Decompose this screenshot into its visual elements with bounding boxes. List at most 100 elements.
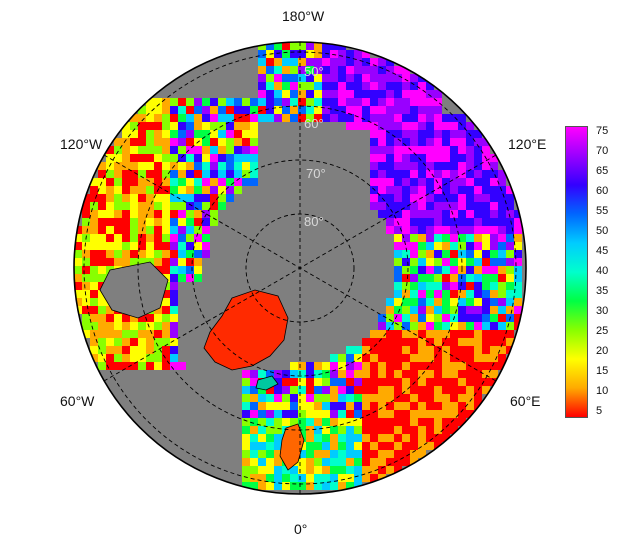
data-cell: [322, 66, 330, 74]
data-cell: [506, 210, 514, 218]
data-cell: [458, 386, 466, 394]
data-cell: [130, 138, 138, 146]
data-cell: [186, 162, 194, 170]
data-cell: [266, 402, 274, 410]
data-cell: [114, 170, 122, 178]
data-cell: [386, 418, 394, 426]
data-cell: [298, 66, 306, 74]
data-cell: [458, 330, 466, 338]
data-cell: [354, 426, 362, 434]
data-cell: [474, 290, 482, 298]
data-cell: [410, 74, 418, 82]
data-cell: [130, 114, 138, 122]
data-cell: [394, 242, 402, 250]
data-cell: [122, 250, 130, 258]
data-cell: [474, 226, 482, 234]
data-cell: [250, 426, 258, 434]
data-cell: [458, 162, 466, 170]
data-cell: [426, 402, 434, 410]
data-cell: [282, 58, 290, 66]
data-cell: [330, 434, 338, 442]
data-cell: [378, 210, 386, 218]
data-cell: [114, 234, 122, 242]
data-cell: [82, 314, 90, 322]
hudson-bay: [99, 261, 169, 319]
data-cell: [194, 178, 202, 186]
data-cell: [418, 186, 426, 194]
data-cell: [130, 250, 138, 258]
data-cell: [378, 66, 386, 74]
data-cell: [194, 258, 202, 266]
data-cell: [162, 146, 170, 154]
data-cell: [218, 106, 226, 114]
data-cell: [138, 154, 146, 162]
data-cell: [434, 106, 442, 114]
data-cell: [122, 122, 130, 130]
data-cell: [138, 258, 146, 266]
data-cell: [450, 122, 458, 130]
data-cell: [442, 314, 450, 322]
data-cell: [474, 146, 482, 154]
data-cell: [418, 146, 426, 154]
data-cell: [370, 466, 378, 474]
data-cell: [162, 346, 170, 354]
data-cell: [154, 346, 162, 354]
data-cell: [290, 410, 298, 418]
data-cell: [138, 130, 146, 138]
data-cell: [154, 194, 162, 202]
data-cell: [98, 362, 106, 370]
data-cell: [426, 114, 434, 122]
data-cell: [490, 330, 498, 338]
data-cell: [490, 290, 498, 298]
data-cell: [122, 130, 130, 138]
data-cell: [458, 290, 466, 298]
data-cell: [234, 130, 242, 138]
data-cell: [434, 218, 442, 226]
data-cell: [490, 226, 498, 234]
data-cell: [466, 178, 474, 186]
data-cell: [162, 178, 170, 186]
data-cell: [346, 426, 354, 434]
data-cell: [354, 98, 362, 106]
data-cell: [490, 338, 498, 346]
data-cell: [90, 250, 98, 258]
data-cell: [514, 218, 522, 226]
data-cell: [290, 74, 298, 82]
data-cell: [450, 146, 458, 154]
data-cell: [498, 258, 506, 266]
data-cell: [458, 354, 466, 362]
data-cell: [362, 394, 370, 402]
data-cell: [98, 250, 106, 258]
data-cell: [290, 362, 298, 370]
data-cell: [402, 258, 410, 266]
data-cell: [450, 250, 458, 258]
data-cell: [386, 114, 394, 122]
data-cell: [410, 338, 418, 346]
data-cell: [306, 42, 314, 50]
data-cell: [330, 378, 338, 386]
data-cell: [458, 194, 466, 202]
data-cell: [450, 378, 458, 386]
data-cell: [482, 186, 490, 194]
data-cell: [82, 226, 90, 234]
data-cell: [194, 266, 202, 274]
data-cell: [402, 282, 410, 290]
data-cell: [442, 298, 450, 306]
data-cell: [338, 482, 346, 490]
data-cell: [378, 130, 386, 138]
data-cell: [194, 114, 202, 122]
data-cell: [242, 458, 250, 466]
data-cell: [386, 74, 394, 82]
data-cell: [514, 258, 522, 266]
data-cell: [90, 314, 98, 322]
data-cell: [370, 106, 378, 114]
data-cell: [426, 442, 434, 450]
data-cell: [234, 154, 242, 162]
data-cell: [162, 266, 170, 274]
data-cell: [458, 114, 466, 122]
data-cell: [274, 450, 282, 458]
data-cell: [394, 378, 402, 386]
data-cell: [146, 178, 154, 186]
data-cell: [242, 162, 250, 170]
data-cell: [90, 242, 98, 250]
